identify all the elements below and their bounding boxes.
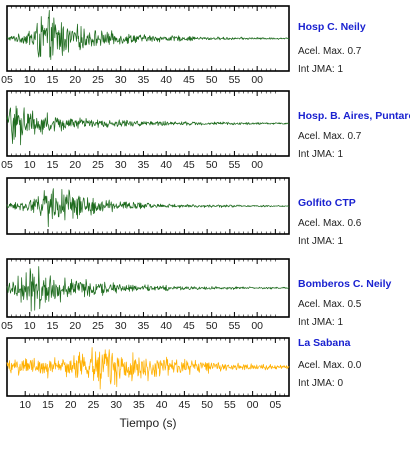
waveform-trace [6,266,290,312]
tick-label: 45 [179,399,191,411]
tick-label: 55 [229,320,241,332]
waveform-trace [6,188,290,228]
tick-label: 35 [138,320,150,332]
tick-label: 50 [206,74,218,86]
station-name: La Sabana [298,337,351,349]
tick-label: 05 [1,74,13,86]
tick-label: 30 [115,320,127,332]
tick-label: 25 [88,399,100,411]
jma-intensity-text: Int JMA: 0 [298,378,343,389]
tick-label: 40 [160,159,172,171]
tick-label: 20 [69,320,81,332]
tick-label: 15 [47,159,59,171]
tick-label: 20 [65,399,77,411]
tick-label: 55 [224,399,236,411]
tick-label: 15 [47,74,59,86]
tick-label: 35 [138,74,150,86]
tick-label: 25 [92,74,104,86]
tick-label: 35 [138,159,150,171]
panel-3: Golfito CTP Acel. Max. 0.6 Int JMA: 1 [6,177,362,247]
tick-label: 40 [160,74,172,86]
peak-acceleration-text: Acel. Max. 0.0 [298,360,362,371]
station-name: Bomberos C. Neily [298,278,392,290]
tick-label: 35 [133,399,145,411]
tick-label: 20 [69,74,81,86]
tick-label: 10 [19,399,31,411]
tick-label: 10 [24,159,36,171]
waveform-trace [6,105,290,146]
peak-acceleration-text: Acel. Max. 0.6 [298,218,362,229]
peak-acceleration-text: Acel. Max. 0.7 [298,131,362,142]
waveform-trace [6,347,290,390]
jma-intensity-text: Int JMA: 1 [298,149,343,160]
tick-label: 25 [92,320,104,332]
x-axis-title: Tiempo (s) [120,416,177,430]
tick-label: 25 [92,159,104,171]
tick-label: 55 [229,159,241,171]
jma-intensity-text: Int JMA: 1 [298,317,343,328]
tick-label: 55 [229,74,241,86]
peak-acceleration-text: Acel. Max. 0.7 [298,46,362,57]
tick-label: 50 [201,399,213,411]
tick-label: 30 [115,159,127,171]
peak-acceleration-text: Acel. Max. 0.5 [298,299,362,310]
station-name: Golfito CTP [298,197,356,209]
jma-intensity-text: Int JMA: 1 [298,236,343,247]
tick-label: 05 [1,320,13,332]
tick-label: 30 [115,74,127,86]
tick-label: 40 [156,399,168,411]
panel-5: 10 15 20 25 30 35 40 45 50 55 00 05 La Sabana Acel. M… [6,337,362,411]
tick-label: 00 [251,159,263,171]
tick-label: 15 [42,399,54,411]
station-name: Hosp C. Neily [298,21,366,33]
tick-label: 45 [183,159,195,171]
tick-label: 50 [206,320,218,332]
tick-label: 05 [1,159,13,171]
tick-label: 00 [251,320,263,332]
station-name: Hosp. B. Aires, Puntare [298,110,410,122]
tick-label: 45 [183,320,195,332]
panel-1: 05 10 15 20 25 30 35 40 45 50 55 00 Hosp C. Neily Ace… [1,5,366,86]
tick-label: 10 [24,320,36,332]
tick-label: 20 [69,159,81,171]
tick-label: 05 [270,399,282,411]
tick-label: 00 [247,399,259,411]
tick-label: 40 [160,320,172,332]
tick-label: 45 [183,74,195,86]
panel-4: 05 10 15 20 25 30 35 40 45 50 55 00 Bomberos C. Neil… [1,258,392,332]
tick-label: 15 [47,320,59,332]
jma-intensity-text: Int JMA: 1 [298,64,343,75]
waveform-trace [6,9,290,60]
tick-label: 30 [110,399,122,411]
panel-2: 05 10 15 20 25 30 35 40 45 50 55 00 Hosp. B. Aires, … [1,90,410,171]
tick-label: 50 [206,159,218,171]
tick-label: 00 [251,74,263,86]
tick-label: 10 [24,74,36,86]
